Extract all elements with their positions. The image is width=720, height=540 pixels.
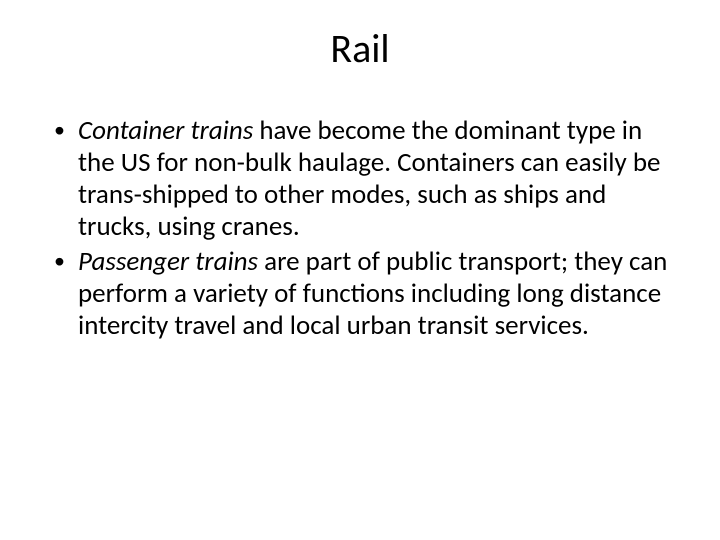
bullet-list: Container trains have become the dominan… [50,115,670,342]
emphasis-text: Passenger trains [78,245,258,278]
slide: Rail Container trains have become the do… [0,0,720,540]
emphasis-text: Container trains [78,114,253,147]
list-item: Passenger trains are part of public tran… [50,246,670,342]
slide-title: Rail [50,24,670,73]
list-item: Container trains have become the dominan… [50,115,670,242]
